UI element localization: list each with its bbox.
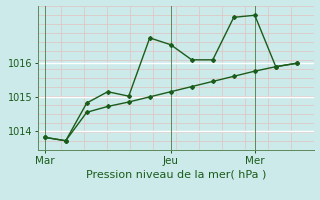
X-axis label: Pression niveau de la mer( hPa ): Pression niveau de la mer( hPa ) [86, 170, 266, 180]
